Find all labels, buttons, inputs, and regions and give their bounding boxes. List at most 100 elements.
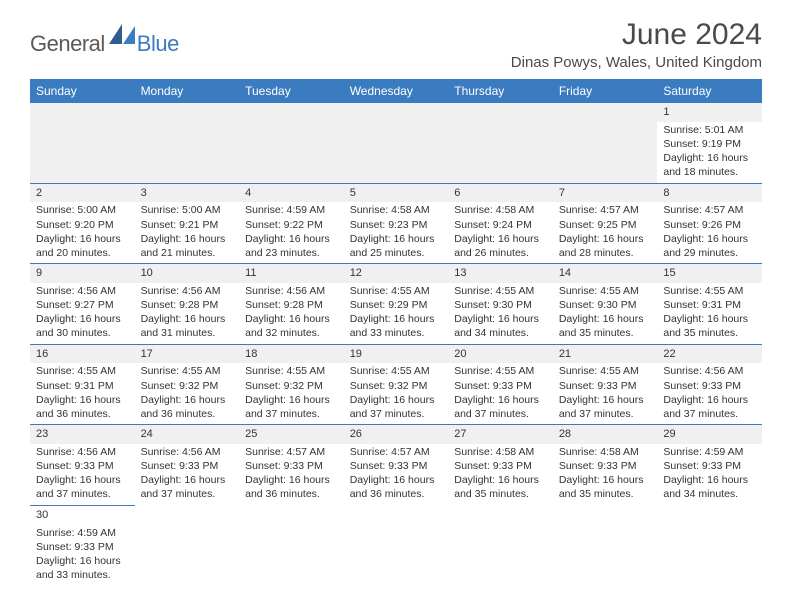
- calendar-day-cell: 1Sunrise: 5:01 AMSunset: 9:19 PMDaylight…: [657, 103, 762, 183]
- day-number: 13: [448, 264, 553, 283]
- sunset-text: Sunset: 9:31 PM: [663, 298, 756, 312]
- day-details: Sunrise: 4:55 AMSunset: 9:30 PMDaylight:…: [448, 283, 553, 344]
- month-title: June 2024: [511, 18, 762, 52]
- daylight-text: Daylight: 16 hours and 35 minutes.: [559, 473, 652, 501]
- sunset-text: Sunset: 9:27 PM: [36, 298, 129, 312]
- sunrise-text: Sunrise: 4:55 AM: [559, 364, 652, 378]
- daylight-text: Daylight: 16 hours and 37 minutes.: [454, 393, 547, 421]
- calendar-day-cell: [344, 505, 449, 585]
- logo: General Blue: [30, 24, 179, 63]
- sunrise-text: Sunrise: 5:01 AM: [663, 123, 756, 137]
- daylight-text: Daylight: 16 hours and 36 minutes.: [245, 473, 338, 501]
- day-details: Sunrise: 4:56 AMSunset: 9:28 PMDaylight:…: [239, 283, 344, 344]
- calendar-header-row: SundayMondayTuesdayWednesdayThursdayFrid…: [30, 79, 762, 103]
- daylight-text: Daylight: 16 hours and 37 minutes.: [559, 393, 652, 421]
- day-number: 9: [30, 264, 135, 283]
- sunset-text: Sunset: 9:33 PM: [559, 459, 652, 473]
- day-number: 14: [553, 264, 658, 283]
- day-details: Sunrise: 4:57 AMSunset: 9:33 PMDaylight:…: [344, 444, 449, 505]
- calendar-day-cell: 16Sunrise: 4:55 AMSunset: 9:31 PMDayligh…: [30, 344, 135, 425]
- calendar-week-row: 16Sunrise: 4:55 AMSunset: 9:31 PMDayligh…: [30, 344, 762, 425]
- calendar-day-cell: [448, 103, 553, 183]
- weekday-header: Wednesday: [344, 79, 449, 103]
- calendar-day-cell: 22Sunrise: 4:56 AMSunset: 9:33 PMDayligh…: [657, 344, 762, 425]
- calendar-day-cell: 14Sunrise: 4:55 AMSunset: 9:30 PMDayligh…: [553, 264, 658, 345]
- daylight-text: Daylight: 16 hours and 21 minutes.: [141, 232, 234, 260]
- calendar-day-cell: [553, 505, 658, 585]
- logo-sail-icon: [109, 24, 135, 49]
- day-details: Sunrise: 5:00 AMSunset: 9:20 PMDaylight:…: [30, 202, 135, 263]
- sunrise-text: Sunrise: 4:56 AM: [663, 364, 756, 378]
- daylight-text: Daylight: 16 hours and 36 minutes.: [36, 393, 129, 421]
- daylight-text: Daylight: 16 hours and 31 minutes.: [141, 312, 234, 340]
- sunrise-text: Sunrise: 4:56 AM: [245, 284, 338, 298]
- daylight-text: Daylight: 16 hours and 37 minutes.: [663, 393, 756, 421]
- sunset-text: Sunset: 9:33 PM: [350, 459, 443, 473]
- day-details: Sunrise: 4:56 AMSunset: 9:27 PMDaylight:…: [30, 283, 135, 344]
- sunset-text: Sunset: 9:30 PM: [454, 298, 547, 312]
- sunrise-text: Sunrise: 4:59 AM: [36, 526, 129, 540]
- day-number: 23: [30, 425, 135, 444]
- weekday-header: Monday: [135, 79, 240, 103]
- sunrise-text: Sunrise: 4:58 AM: [559, 445, 652, 459]
- sunset-text: Sunset: 9:28 PM: [141, 298, 234, 312]
- calendar-day-cell: 27Sunrise: 4:58 AMSunset: 9:33 PMDayligh…: [448, 425, 553, 506]
- logo-text-general: General: [30, 31, 105, 57]
- calendar-day-cell: 5Sunrise: 4:58 AMSunset: 9:23 PMDaylight…: [344, 183, 449, 264]
- calendar-day-cell: 2Sunrise: 5:00 AMSunset: 9:20 PMDaylight…: [30, 183, 135, 264]
- sunrise-text: Sunrise: 4:55 AM: [141, 364, 234, 378]
- day-number: 2: [30, 184, 135, 203]
- calendar-day-cell: 28Sunrise: 4:58 AMSunset: 9:33 PMDayligh…: [553, 425, 658, 506]
- calendar-day-cell: 11Sunrise: 4:56 AMSunset: 9:28 PMDayligh…: [239, 264, 344, 345]
- sunrise-text: Sunrise: 4:55 AM: [350, 284, 443, 298]
- day-number: 17: [135, 345, 240, 364]
- sunrise-text: Sunrise: 4:56 AM: [141, 445, 234, 459]
- day-number: 18: [239, 345, 344, 364]
- sunrise-text: Sunrise: 4:57 AM: [350, 445, 443, 459]
- day-number: 24: [135, 425, 240, 444]
- calendar-day-cell: 13Sunrise: 4:55 AMSunset: 9:30 PMDayligh…: [448, 264, 553, 345]
- sunset-text: Sunset: 9:32 PM: [141, 379, 234, 393]
- day-number: 11: [239, 264, 344, 283]
- daylight-text: Daylight: 16 hours and 20 minutes.: [36, 232, 129, 260]
- day-details: Sunrise: 4:57 AMSunset: 9:25 PMDaylight:…: [553, 202, 658, 263]
- calendar-day-cell: 8Sunrise: 4:57 AMSunset: 9:26 PMDaylight…: [657, 183, 762, 264]
- calendar-day-cell: [239, 103, 344, 183]
- calendar-week-row: 23Sunrise: 4:56 AMSunset: 9:33 PMDayligh…: [30, 425, 762, 506]
- day-details: Sunrise: 4:55 AMSunset: 9:29 PMDaylight:…: [344, 283, 449, 344]
- day-details: Sunrise: 4:55 AMSunset: 9:30 PMDaylight:…: [553, 283, 658, 344]
- calendar-day-cell: 18Sunrise: 4:55 AMSunset: 9:32 PMDayligh…: [239, 344, 344, 425]
- sunset-text: Sunset: 9:32 PM: [350, 379, 443, 393]
- sunrise-text: Sunrise: 4:59 AM: [245, 203, 338, 217]
- daylight-text: Daylight: 16 hours and 37 minutes.: [350, 393, 443, 421]
- sunset-text: Sunset: 9:30 PM: [559, 298, 652, 312]
- day-details: Sunrise: 4:58 AMSunset: 9:23 PMDaylight:…: [344, 202, 449, 263]
- sunset-text: Sunset: 9:33 PM: [663, 459, 756, 473]
- sunset-text: Sunset: 9:28 PM: [245, 298, 338, 312]
- calendar-day-cell: 24Sunrise: 4:56 AMSunset: 9:33 PMDayligh…: [135, 425, 240, 506]
- sunrise-text: Sunrise: 4:55 AM: [454, 364, 547, 378]
- day-number: 8: [657, 184, 762, 203]
- daylight-text: Daylight: 16 hours and 18 minutes.: [663, 151, 756, 179]
- daylight-text: Daylight: 16 hours and 28 minutes.: [559, 232, 652, 260]
- day-number: 12: [344, 264, 449, 283]
- calendar-day-cell: [135, 505, 240, 585]
- day-details: Sunrise: 4:58 AMSunset: 9:33 PMDaylight:…: [448, 444, 553, 505]
- day-number: 22: [657, 345, 762, 364]
- day-number: 15: [657, 264, 762, 283]
- calendar-day-cell: 25Sunrise: 4:57 AMSunset: 9:33 PMDayligh…: [239, 425, 344, 506]
- sunset-text: Sunset: 9:33 PM: [454, 379, 547, 393]
- daylight-text: Daylight: 16 hours and 25 minutes.: [350, 232, 443, 260]
- calendar-day-cell: 26Sunrise: 4:57 AMSunset: 9:33 PMDayligh…: [344, 425, 449, 506]
- calendar-day-cell: 7Sunrise: 4:57 AMSunset: 9:25 PMDaylight…: [553, 183, 658, 264]
- day-details: Sunrise: 4:57 AMSunset: 9:26 PMDaylight:…: [657, 202, 762, 263]
- daylight-text: Daylight: 16 hours and 29 minutes.: [663, 232, 756, 260]
- daylight-text: Daylight: 16 hours and 35 minutes.: [454, 473, 547, 501]
- sunrise-text: Sunrise: 4:56 AM: [141, 284, 234, 298]
- sunset-text: Sunset: 9:26 PM: [663, 218, 756, 232]
- sunrise-text: Sunrise: 5:00 AM: [141, 203, 234, 217]
- day-number: 1: [657, 103, 762, 122]
- daylight-text: Daylight: 16 hours and 33 minutes.: [350, 312, 443, 340]
- day-details: Sunrise: 4:56 AMSunset: 9:33 PMDaylight:…: [135, 444, 240, 505]
- day-number: 30: [30, 506, 135, 525]
